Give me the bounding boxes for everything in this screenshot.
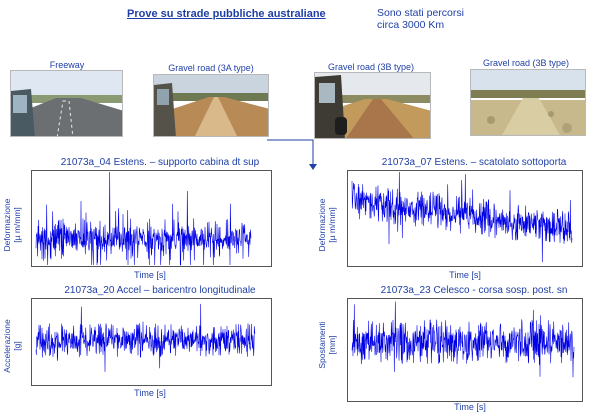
- plot-2-xlabel: Time [s]: [449, 270, 481, 280]
- plot-4-signal: [351, 301, 575, 378]
- plot-3-title: 21073a_20 Accel – baricentro longitudina…: [64, 285, 256, 296]
- plot-4-ylabel: Spostamenti [mm]: [317, 321, 337, 369]
- plot-3-xlabel: Time [s]: [134, 388, 166, 398]
- plot-4-title: 21073a_23 Celesco - corsa sosp. post. sn: [380, 285, 568, 296]
- plot-2-signal: [351, 171, 573, 263]
- sig1-trace: [35, 171, 252, 266]
- plot-1-signal: [35, 171, 252, 266]
- photo-caption-freeway: Freeway: [49, 60, 85, 70]
- plot-2-area: [347, 170, 583, 267]
- sig3-trace: [35, 303, 256, 372]
- note-line-2: circa 3000 Km: [377, 19, 445, 31]
- sig2-trace: [351, 171, 573, 263]
- plot-2-title: 21073a_07 Estens. – scatolato sottoporta: [381, 157, 567, 168]
- note-line-1: Sono stati percorsi: [377, 7, 464, 19]
- page-title: Prove su strade pubbliche australiane: [127, 8, 326, 20]
- photo-caption-gravel-3b-2: Gravel road (3B type): [482, 58, 570, 68]
- plot-1-area: [31, 170, 272, 267]
- plot-3-ylabel: Accelerazione [g]: [2, 319, 22, 373]
- gravel-road-3b-photo-2: [470, 69, 586, 136]
- plot-1-ylabel: Deformazione [µ m/mm]: [2, 198, 22, 252]
- photo-caption-gravel-3a: Gravel road (3A type): [168, 63, 254, 73]
- plot-1-title: 21073a_04 Estens. – supporto cabina dt s…: [60, 157, 260, 168]
- freeway-photo: [10, 70, 123, 137]
- plot-2-ylabel: Deformazione [µ m/mm]: [317, 198, 337, 252]
- plot-4-xlabel: Time [s]: [454, 402, 486, 412]
- sig4-trace: [351, 301, 575, 378]
- plot-4-area: [347, 298, 583, 402]
- gravel-road-3a-photo: [153, 74, 269, 137]
- plot-3-signal: [35, 303, 256, 372]
- photo-caption-gravel-3b-1: Gravel road (3B type): [327, 62, 415, 72]
- plot-1-xlabel: Time [s]: [134, 270, 166, 280]
- plot-3-area: [31, 298, 272, 386]
- connector-arrow: [267, 139, 317, 170]
- gravel-road-3b-photo-1: [314, 72, 431, 139]
